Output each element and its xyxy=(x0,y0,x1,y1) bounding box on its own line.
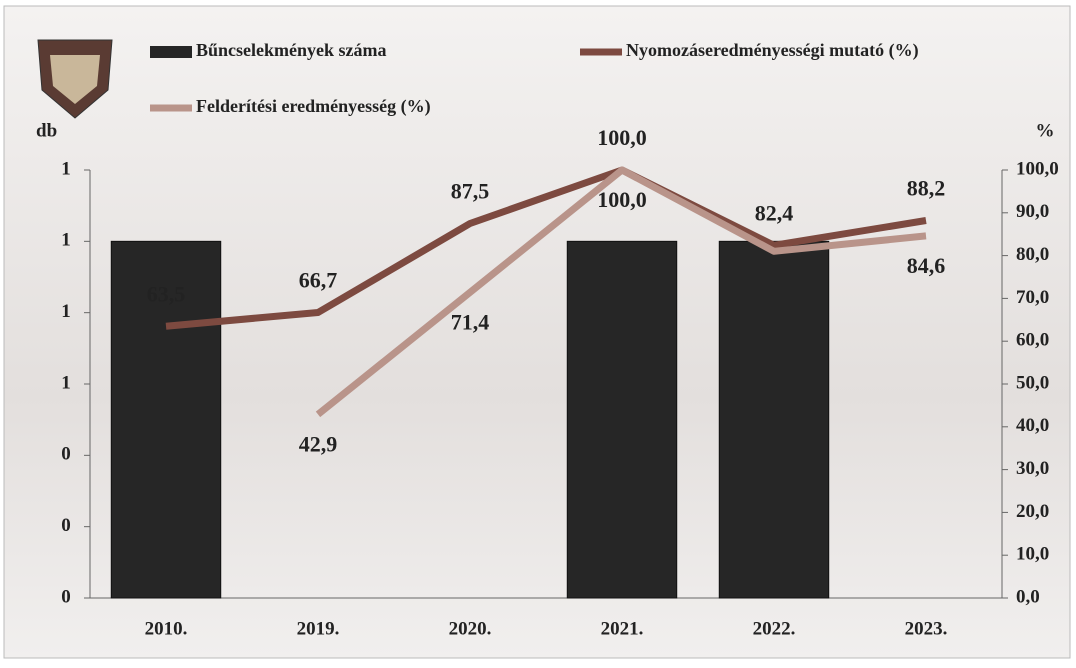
x-tick-label: 2022. xyxy=(753,618,796,639)
bar xyxy=(566,240,678,599)
data-label: 100,0 xyxy=(597,187,647,212)
y-tick-label: 0 xyxy=(61,444,71,465)
legend-swatch xyxy=(150,46,192,58)
y-tick-label: 1 xyxy=(61,301,71,322)
data-label: 100,0 xyxy=(597,125,647,150)
y2-tick-label: 60,0 xyxy=(1016,330,1049,351)
data-label: 63,5 xyxy=(147,281,186,306)
x-tick-label: 2021. xyxy=(601,618,644,639)
y-tick-label: 1 xyxy=(61,372,71,393)
y2-tick-label: 10,0 xyxy=(1016,544,1049,565)
bar xyxy=(110,240,222,599)
y-axis-label: db xyxy=(36,120,57,141)
legend-label: Nyomozáseredményességi mutató (%) xyxy=(626,40,919,61)
x-tick-label: 2020. xyxy=(449,618,492,639)
data-label: 82,4 xyxy=(755,200,794,225)
y2-tick-label: 90,0 xyxy=(1016,201,1049,222)
data-label: 84,6 xyxy=(907,253,946,278)
x-tick-label: 2023. xyxy=(905,618,948,639)
data-label: 71,4 xyxy=(451,309,490,334)
data-label: 88,2 xyxy=(907,176,946,201)
line xyxy=(165,166,927,330)
legend-label: Felderítési eredményesség (%) xyxy=(196,96,431,117)
bar xyxy=(718,240,830,599)
x-tick-label: 2010. xyxy=(145,618,188,639)
y2-tick-label: 100,0 xyxy=(1016,158,1059,179)
data-label: 42,9 xyxy=(299,431,338,456)
y2-tick-label: 80,0 xyxy=(1016,244,1049,265)
logo xyxy=(37,39,113,119)
y-tick-label: 0 xyxy=(61,586,71,607)
y2-tick-label: 30,0 xyxy=(1016,458,1049,479)
legend-label: Bűncselekmények száma xyxy=(196,40,387,60)
y2-tick-label: 0,0 xyxy=(1016,586,1040,607)
data-label: 66,7 xyxy=(299,268,338,293)
y-tick-label: 0 xyxy=(61,515,71,536)
y2-axis-label: % xyxy=(1036,120,1055,141)
y2-tick-label: 70,0 xyxy=(1016,287,1049,308)
y2-tick-label: 20,0 xyxy=(1016,501,1049,522)
y-tick-label: 1 xyxy=(61,230,71,251)
line xyxy=(315,166,927,418)
y2-tick-label: 50,0 xyxy=(1016,372,1049,393)
data-label: 87,5 xyxy=(451,179,490,204)
y2-tick-label: 40,0 xyxy=(1016,415,1049,436)
x-tick-label: 2019. xyxy=(297,618,340,639)
y-tick-label: 1 xyxy=(61,158,71,179)
